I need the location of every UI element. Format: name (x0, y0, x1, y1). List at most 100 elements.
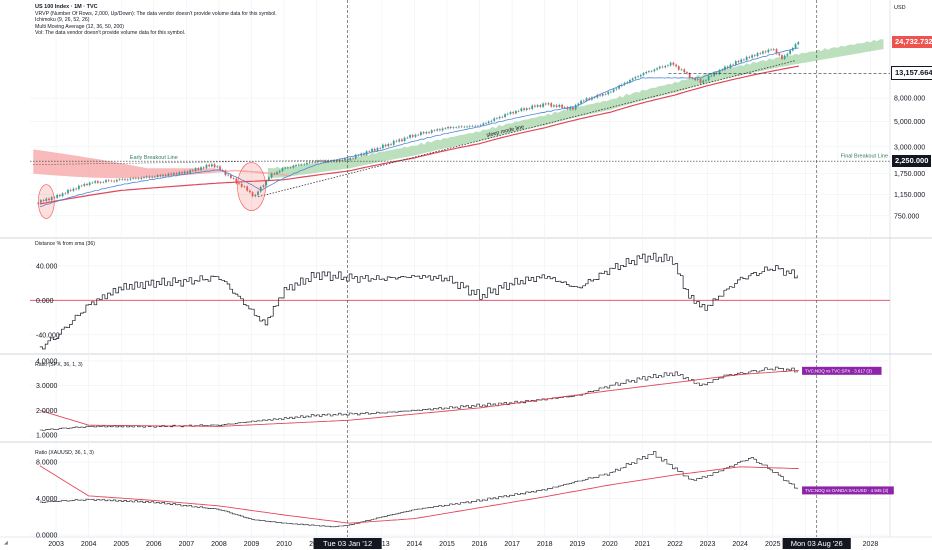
candle-body (167, 173, 170, 176)
y-tick-label: 8,000.000 (894, 96, 925, 103)
candle-body (159, 175, 162, 177)
candle-body (694, 78, 696, 80)
candle-body (213, 164, 216, 168)
candle-body (517, 110, 520, 112)
candle-body (132, 177, 135, 179)
candle-body (669, 62, 672, 66)
candle-body (110, 180, 113, 182)
early-breakout-line (33, 159, 343, 165)
candle-body (56, 195, 59, 198)
candle-body (696, 79, 699, 80)
candle-body (474, 125, 477, 127)
candle-body (553, 105, 555, 107)
candle-body (346, 158, 349, 160)
candle-body (555, 105, 558, 107)
candle-body (574, 104, 577, 110)
x-tick-label: 2008 (211, 541, 227, 548)
ratio-tag-label: TVC:NDQ vs TVC:SPX · 3.617 (3) (805, 369, 872, 374)
panel-label-ratio-xau[interactable]: Ratio (XAUUSD, 36, 1, 3) (35, 450, 94, 456)
candle-body (501, 116, 504, 118)
candle-body (392, 140, 395, 145)
candle-body (569, 107, 572, 110)
candle-body (254, 194, 257, 197)
candle-body (308, 162, 311, 164)
candle-body (219, 166, 221, 170)
candle-body (390, 144, 392, 145)
symbol-title[interactable]: US 100 Index · 1M · TVC (35, 4, 98, 10)
candle-body (550, 103, 553, 107)
candle-body (686, 72, 688, 74)
candle-body (156, 175, 159, 177)
candle-body (305, 162, 308, 165)
candle-body (477, 125, 479, 127)
candle-body (145, 176, 148, 178)
legend-ichimoku[interactable]: Ichimoku (9, 26, 52, 26) (35, 17, 90, 23)
candle-body (208, 164, 211, 167)
candle-body (72, 188, 75, 191)
candle-body (140, 177, 143, 179)
chart-legend: US 100 Index · 1M · TVC VRVP (Number Of … (35, 4, 277, 37)
candle-body (721, 69, 724, 71)
candle-body (67, 189, 69, 194)
x-tick-label: 2022 (667, 541, 683, 548)
candle-body (732, 64, 734, 66)
candle-body (718, 69, 721, 74)
ratio-tag-box (802, 366, 882, 375)
candle-body (216, 166, 219, 168)
candle-body (387, 144, 390, 147)
candle-body (604, 93, 607, 95)
x-tick-label: 2017 (504, 541, 520, 548)
candle-body (528, 108, 531, 109)
legend-mma[interactable]: Multi Moving Average (12, 36, 50, 200) (35, 23, 125, 30)
candle-body (463, 126, 466, 128)
candle-body (512, 112, 515, 114)
tradingview-logo-icon[interactable]: ◢ (4, 540, 8, 546)
y-tick-label: 4.0000 (36, 496, 58, 503)
panel-label-distance[interactable]: Distance % from sma (36) (35, 241, 95, 247)
candle-body (311, 161, 314, 163)
candle-body (612, 89, 615, 92)
candle-body (243, 186, 246, 188)
candle-body (726, 66, 729, 68)
highlight-circle-2002 (37, 184, 55, 219)
candle-body (105, 180, 107, 183)
candle-body (783, 55, 786, 59)
candle-body (751, 55, 753, 58)
candle-body (164, 175, 167, 176)
candle-body (227, 174, 230, 176)
candle-body (525, 108, 528, 111)
candle-body (354, 155, 357, 159)
candle-body (148, 176, 151, 178)
candle-body (667, 65, 669, 66)
candle-body (705, 80, 707, 81)
candle-body (121, 179, 124, 180)
candle-body (267, 177, 270, 181)
candle-body (702, 80, 705, 83)
distance-line (39, 252, 798, 350)
ratio-line (39, 366, 798, 431)
candle-body (509, 112, 512, 114)
candle-body (406, 137, 409, 139)
candle-body (246, 186, 249, 191)
candle-body (235, 178, 238, 184)
candle-body (631, 78, 634, 81)
candle-body (572, 107, 574, 110)
candle-body (303, 164, 306, 165)
candle-body (634, 77, 637, 79)
legend-vol[interactable]: Vol: The data vendor doesn't provide vol… (35, 30, 186, 36)
candle-body (756, 53, 759, 57)
candle-body (99, 182, 102, 183)
candle-body (134, 177, 137, 179)
candle-body (485, 123, 487, 124)
y-tick-label: 8.0000 (36, 460, 58, 467)
candle-body (384, 144, 387, 147)
candle-body (610, 91, 612, 93)
candle-body (653, 69, 656, 72)
legend-vrvp[interactable]: VRVP (Number Of Rows, 2,000, Up/Down): T… (35, 10, 277, 17)
candle-body (781, 55, 783, 59)
panel-label-ratio-spx[interactable]: Ratio (SPX, 36, 1, 3) (35, 362, 83, 368)
candle-body (468, 126, 471, 127)
candle-body (113, 180, 116, 182)
candle-body (772, 49, 775, 50)
